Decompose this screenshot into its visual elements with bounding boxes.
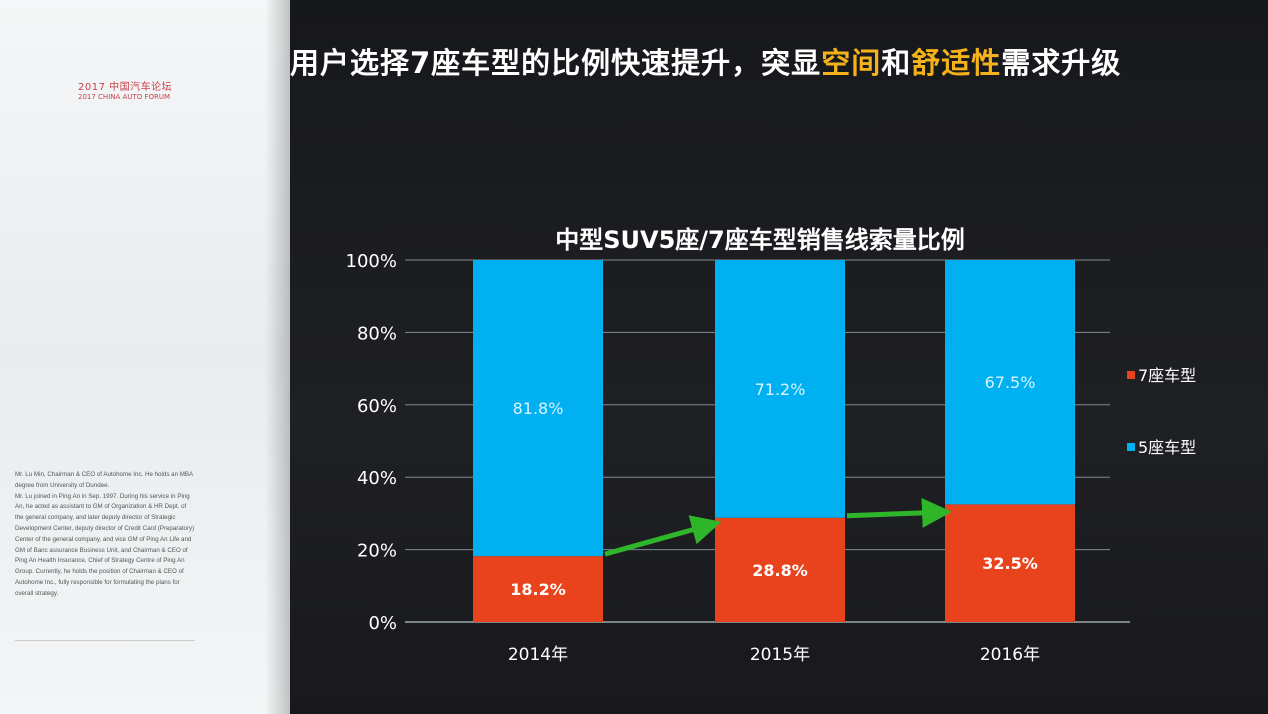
title-highlight: 空间 <box>821 46 882 80</box>
x-tick-label: 2014年 <box>508 645 568 665</box>
bar-segment <box>945 504 1075 622</box>
y-tick-label: 60% <box>357 396 397 417</box>
forum-side-panel: 2017 中国汽车论坛 2017 CHINA AUTO FORUM Mr. Lu… <box>0 0 290 714</box>
data-label: 28.8% <box>752 561 808 580</box>
legend-label: 5座车型 <box>1138 438 1196 457</box>
data-label: 81.8% <box>513 399 564 418</box>
y-tick-label: 80% <box>357 323 397 344</box>
y-tick-label: 0% <box>368 613 397 634</box>
legend-label: 7座车型 <box>1138 366 1196 385</box>
bio-paragraph: Mr. Lu joined in Ping An in Sep. 1997. D… <box>15 492 195 597</box>
bar-segment <box>715 517 845 622</box>
x-tick-label: 2015年 <box>750 645 810 665</box>
title-part: 需求升级 <box>1001 46 1122 80</box>
speaker-bio: Mr. Lu Min, Chairman & CEO of Autohome I… <box>15 470 195 600</box>
trend-arrows <box>604 497 952 557</box>
legend-swatch <box>1127 443 1135 451</box>
bar-segment <box>715 260 845 518</box>
forum-name-en: 2017 CHINA AUTO FORUM <box>78 93 170 101</box>
trend-arrow <box>846 497 952 528</box>
bio-paragraph: Mr. Lu Min, Chairman & CEO of Autohome I… <box>15 471 193 489</box>
x-tick-label: 2016年 <box>980 645 1040 665</box>
data-label: 67.5% <box>985 373 1036 392</box>
title-highlight: 舒适性 <box>911 46 1002 80</box>
data-label: 71.2% <box>755 380 806 399</box>
bar-segment <box>473 556 603 622</box>
y-tick-label: 20% <box>357 541 397 562</box>
slide-title: 用户选择7座车型的比例快速提升，突显空间和舒适性需求升级 <box>290 40 1121 82</box>
data-label: 32.5% <box>982 554 1038 573</box>
bar-segment <box>945 260 1075 505</box>
chart-bars: 18.2% 81.8% 2014年 28.8% 71.2% 2015年 32.5% 67.5%… <box>473 260 1075 665</box>
bar-segment <box>473 260 603 557</box>
legend-swatch <box>1127 371 1135 379</box>
y-tick-label: 100% <box>346 251 397 272</box>
chart-legend: 7座车型 5座车型 <box>1127 366 1196 457</box>
forum-name-cn: 2017 中国汽车论坛 <box>78 82 173 93</box>
title-part: 用户选择7座车型的比例快速提升，突显 <box>290 46 822 80</box>
divider <box>15 640 195 641</box>
chart-title: 中型SUV5座/7座车型销售线索量比例 <box>555 226 965 254</box>
trend-arrow <box>604 515 722 557</box>
data-label: 18.2% <box>510 580 566 599</box>
title-part: 和 <box>881 46 912 80</box>
y-tick-label: 40% <box>357 468 397 489</box>
